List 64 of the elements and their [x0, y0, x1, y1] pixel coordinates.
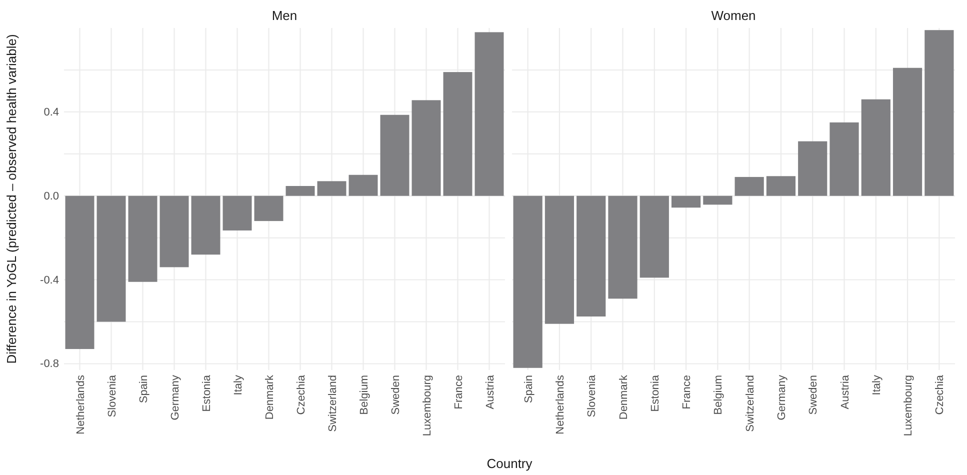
y-axis-title: Difference in YoGL (predicted – observed health variable) — [4, 34, 19, 364]
chart-title: Women — [711, 8, 756, 23]
x-tick-label: Czechia — [295, 374, 308, 415]
bar — [513, 196, 542, 368]
x-tick-label: Netherlands — [554, 374, 566, 434]
bar — [412, 100, 441, 196]
bar — [443, 72, 472, 196]
x-tick-label: Italy — [870, 374, 883, 396]
x-tick-label: Spain — [522, 375, 535, 404]
x-tick-label: Czechia — [934, 374, 946, 415]
bar — [160, 196, 189, 268]
x-tick-label: France — [452, 375, 465, 410]
bar — [924, 30, 954, 196]
bar — [222, 196, 252, 230]
bar — [474, 32, 504, 196]
bar — [254, 196, 284, 222]
x-tick-label: Estonia — [200, 374, 213, 412]
x-tick-label: Sweden — [390, 375, 402, 415]
x-tick-label: Slovenia — [586, 374, 598, 418]
x-tick-label: Belgium — [358, 375, 370, 415]
bar — [191, 196, 220, 255]
x-tick-label: Luxembourg — [421, 375, 434, 436]
x-tick-label: Estonia — [649, 374, 662, 412]
x-tick-label: Switzerland — [744, 375, 756, 432]
x-axis-title: Country — [486, 456, 533, 471]
bar — [348, 174, 378, 196]
x-tick-label: Austria — [484, 374, 496, 410]
x-tick-label: Switzerland — [326, 375, 339, 432]
bar — [703, 196, 732, 205]
bar — [830, 122, 859, 196]
x-tick-label: Germany — [169, 374, 182, 420]
bar — [96, 196, 126, 322]
x-tick-label: Denmark — [264, 374, 276, 420]
bar — [286, 186, 315, 196]
bar — [640, 196, 669, 278]
x-tick-label: France — [681, 375, 694, 410]
x-tick-label: Slovenia — [106, 374, 118, 418]
chart-title: Men — [272, 8, 298, 23]
bar — [544, 196, 574, 324]
bar — [65, 196, 94, 350]
x-tick-label: Germany — [776, 374, 788, 420]
bar — [671, 196, 701, 208]
bar — [734, 176, 764, 196]
y-tick-label: -0.8 — [40, 358, 59, 370]
y-tick-label: 0.0 — [44, 190, 59, 202]
bar — [861, 99, 890, 196]
bar — [128, 196, 158, 282]
bar — [798, 141, 828, 196]
x-tick-label: Italy — [232, 374, 244, 396]
x-tick-label: Belgium — [712, 375, 725, 415]
x-tick-label: Spain — [138, 375, 150, 404]
bar — [317, 181, 346, 196]
x-tick-label: Sweden — [808, 375, 820, 415]
y-tick-label: 0.4 — [44, 106, 59, 118]
bar — [892, 68, 922, 196]
bar — [766, 176, 796, 196]
bar — [380, 114, 410, 196]
x-tick-label: Netherlands — [74, 374, 87, 434]
bar — [576, 196, 606, 316]
bar — [608, 196, 638, 299]
x-tick-label: Denmark — [618, 374, 630, 420]
x-tick-label: Austria — [839, 374, 852, 410]
y-tick-label: -0.4 — [40, 274, 59, 286]
x-tick-label: Luxembourg — [902, 375, 915, 436]
